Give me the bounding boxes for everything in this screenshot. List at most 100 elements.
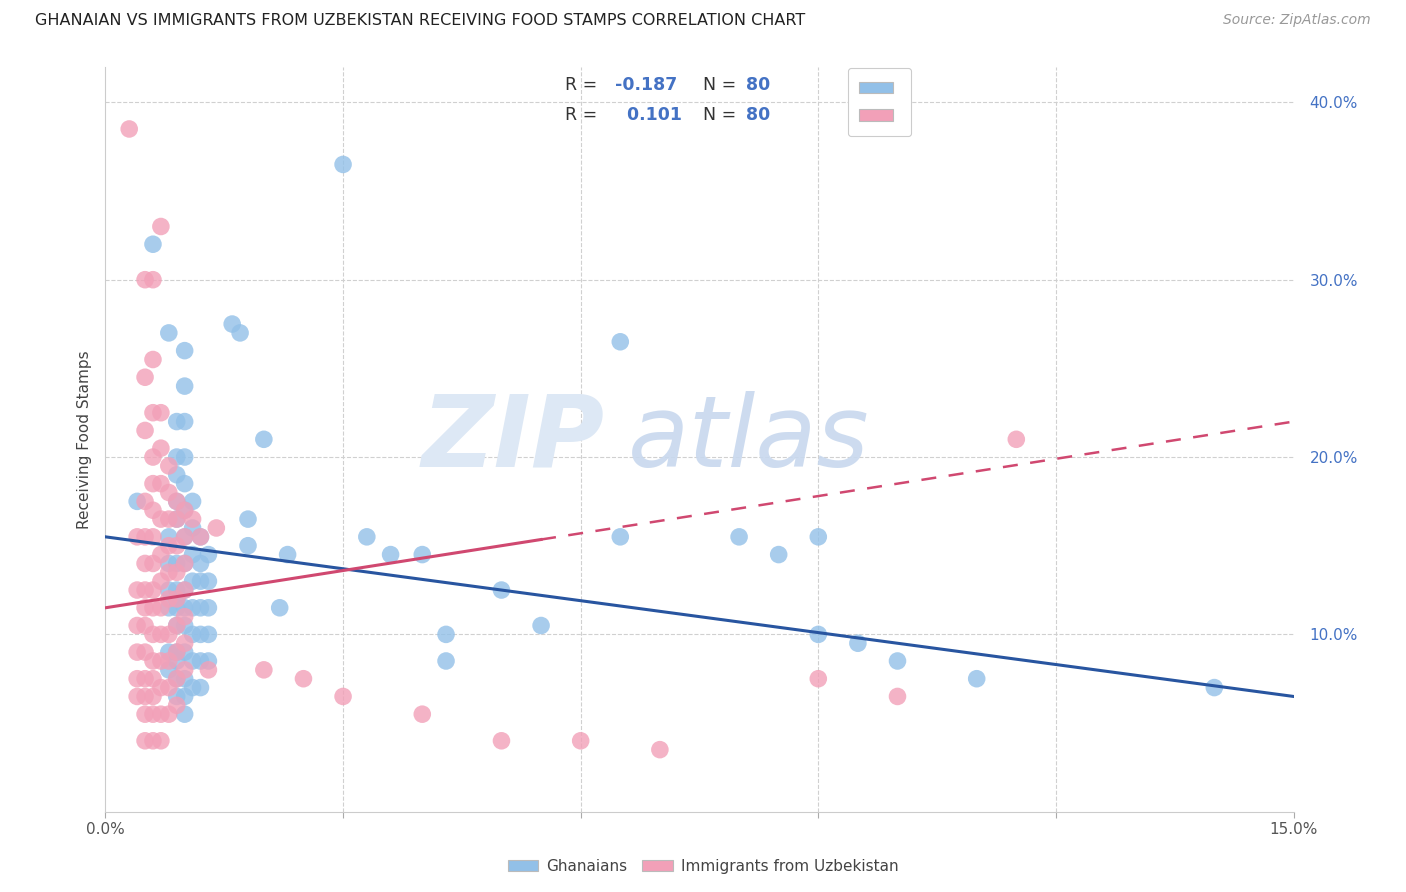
Point <box>253 433 276 447</box>
Point <box>411 707 433 722</box>
Point <box>127 582 149 597</box>
Point <box>166 645 188 659</box>
Point <box>149 681 172 695</box>
Point <box>149 548 172 562</box>
Point <box>173 530 195 544</box>
Point <box>149 627 172 641</box>
Text: N =: N = <box>692 105 742 124</box>
Point <box>142 406 165 420</box>
Point <box>166 591 188 606</box>
Point <box>134 672 156 686</box>
Y-axis label: Receiving Food Stamps: Receiving Food Stamps <box>76 350 91 529</box>
Point <box>149 476 172 491</box>
Point <box>134 618 156 632</box>
Point <box>181 521 204 535</box>
Point <box>127 618 149 632</box>
Point <box>807 530 830 544</box>
Point <box>190 574 212 589</box>
Point <box>157 600 180 615</box>
Point <box>807 627 830 641</box>
Point <box>157 539 180 553</box>
Point <box>197 600 219 615</box>
Point <box>134 707 156 722</box>
Point <box>181 627 204 641</box>
Point <box>166 450 188 464</box>
Point <box>149 441 172 455</box>
Point <box>127 645 149 659</box>
Point <box>149 600 172 615</box>
Point <box>127 672 149 686</box>
Point <box>142 707 165 722</box>
Text: ZIP: ZIP <box>422 391 605 488</box>
Text: R =: R = <box>565 105 603 124</box>
Point <box>166 512 188 526</box>
Point <box>157 681 180 695</box>
Legend: Ghanaians, Immigrants from Uzbekistan: Ghanaians, Immigrants from Uzbekistan <box>502 853 904 880</box>
Point <box>181 512 204 526</box>
Point <box>197 663 219 677</box>
Point <box>253 663 276 677</box>
Point <box>118 122 141 136</box>
Point <box>142 237 165 252</box>
Text: N =: N = <box>692 76 742 94</box>
Text: 80: 80 <box>745 76 770 94</box>
Point <box>173 379 195 393</box>
Point <box>886 654 908 668</box>
Point <box>149 654 172 668</box>
Point <box>277 548 299 562</box>
Point <box>530 618 553 632</box>
Point <box>142 600 165 615</box>
Point <box>609 334 631 349</box>
Point <box>807 672 830 686</box>
Point <box>127 494 149 508</box>
Point <box>190 530 212 544</box>
Point <box>966 672 988 686</box>
Point <box>157 557 180 571</box>
Point <box>157 707 180 722</box>
Point <box>173 609 195 624</box>
Point <box>166 494 188 508</box>
Point <box>292 672 315 686</box>
Point <box>149 406 172 420</box>
Point <box>166 654 188 668</box>
Point <box>166 467 188 482</box>
Point <box>157 582 180 597</box>
Point <box>569 733 592 747</box>
Point <box>236 539 259 553</box>
Point <box>166 415 188 429</box>
Point <box>205 521 228 535</box>
Point <box>173 582 195 597</box>
Point <box>229 326 252 340</box>
Point <box>173 557 195 571</box>
Point <box>142 627 165 641</box>
Point <box>434 627 457 641</box>
Point <box>173 343 195 358</box>
Point <box>149 219 172 234</box>
Point <box>134 530 156 544</box>
Point <box>166 698 188 713</box>
Point <box>181 574 204 589</box>
Point <box>166 539 188 553</box>
Point <box>269 600 291 615</box>
Point <box>142 733 165 747</box>
Point <box>181 681 204 695</box>
Point <box>127 690 149 704</box>
Point <box>142 503 165 517</box>
Point <box>1005 433 1028 447</box>
Point <box>1204 681 1226 695</box>
Point <box>157 566 180 580</box>
Point <box>197 574 219 589</box>
Point <box>166 494 188 508</box>
Point <box>157 591 180 606</box>
Point <box>134 557 156 571</box>
Point <box>190 627 212 641</box>
Point <box>197 548 219 562</box>
Point <box>166 582 188 597</box>
Point <box>157 663 180 677</box>
Point <box>221 317 243 331</box>
Point <box>181 548 204 562</box>
Point <box>142 273 165 287</box>
Point <box>149 733 172 747</box>
Point <box>491 582 513 597</box>
Point <box>236 512 259 526</box>
